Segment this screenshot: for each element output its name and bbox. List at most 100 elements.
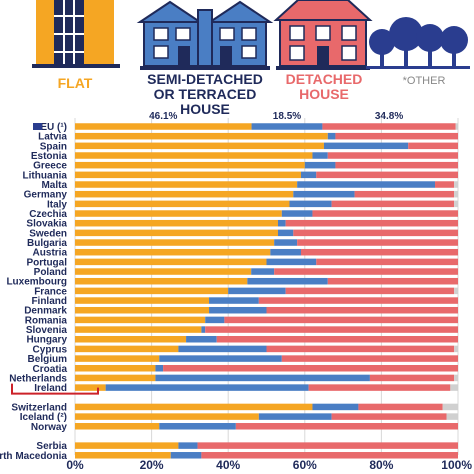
bar-segment-other xyxy=(454,345,458,353)
bar-segment-other xyxy=(454,374,458,382)
eu-value-label: 34.8% xyxy=(375,111,403,122)
bar-segment-semi xyxy=(201,326,206,333)
category-label: Poland xyxy=(34,267,67,278)
bar-segment-semi xyxy=(228,287,286,295)
bar-segment-semi xyxy=(251,123,323,130)
trees-icon xyxy=(366,17,470,69)
apartment-building-icon xyxy=(32,0,120,68)
bar-segment-flat xyxy=(75,423,160,430)
bar-segment-other xyxy=(454,190,458,198)
legend-label-other: *OTHER xyxy=(394,74,454,89)
bar-segment-semi xyxy=(277,219,286,227)
category-label: Finland xyxy=(31,296,67,307)
eu-value-label: 18.5% xyxy=(273,111,301,122)
bar-segment-flat xyxy=(75,365,156,372)
bar-segment-semi xyxy=(300,171,317,179)
legend-label-flat: FLAT xyxy=(40,76,110,91)
x-tick-label: 0% xyxy=(66,458,84,472)
bar-segment-flat xyxy=(75,316,206,324)
bar-segment-semi xyxy=(159,355,282,362)
bar-segment-detached xyxy=(201,452,458,459)
bar-segment-detached xyxy=(331,413,447,420)
bar-segment-flat xyxy=(75,210,282,217)
bar-segment-flat xyxy=(75,452,171,459)
bar-segment-other xyxy=(454,200,458,208)
category-label: Lithuania xyxy=(23,170,68,181)
category-label: Luxembourg xyxy=(6,277,67,288)
bar-segment-detached xyxy=(327,152,458,159)
bar-segment-detached xyxy=(358,403,443,411)
bar-segment-semi xyxy=(178,345,267,353)
bar-segment-semi xyxy=(293,190,355,198)
bar-segment-detached xyxy=(281,355,458,362)
category-label: Slovenia xyxy=(26,325,68,336)
bar-segment-flat xyxy=(75,142,324,150)
semi-detached-house-icon xyxy=(136,0,274,70)
bar-segment-flat xyxy=(75,287,229,295)
bar-segment-semi xyxy=(170,452,202,459)
bar-segment-semi xyxy=(209,297,259,304)
bar-segment-flat xyxy=(75,413,259,420)
bar-segment-semi xyxy=(277,229,294,237)
bar-segment-semi xyxy=(105,384,309,391)
bar-segment-flat xyxy=(75,374,156,382)
bar-segment-flat xyxy=(75,219,278,227)
bar-segment-detached xyxy=(266,345,455,353)
category-label: Portugal xyxy=(26,257,67,268)
bar-segment-detached xyxy=(308,384,451,391)
bar-segment-other xyxy=(446,413,458,420)
bar-segment-detached xyxy=(354,190,455,198)
category-label: Spain xyxy=(40,141,67,152)
bar-segment-semi xyxy=(297,181,436,188)
bar-segment-flat xyxy=(75,152,313,159)
legend-label-semi-line1: SEMI-DETACHED xyxy=(147,71,263,87)
bar-segment-semi xyxy=(247,277,328,285)
legend-illustration xyxy=(32,0,470,70)
bar-segment-semi xyxy=(251,268,275,275)
legend-label-semi-line2: OR TERRACED HOUSE xyxy=(153,86,257,117)
bar-segment-flat xyxy=(75,200,290,208)
bar-segment-detached xyxy=(197,442,458,449)
bar-segment-flat xyxy=(75,123,252,130)
bar-segment-flat xyxy=(75,268,252,275)
x-tick-label: 100% xyxy=(441,458,472,472)
bar-segment-semi xyxy=(155,374,370,382)
bar-segment-semi xyxy=(270,248,301,256)
bar-segment-semi xyxy=(209,306,267,314)
bar-segment-detached xyxy=(205,326,458,333)
category-label: North Macedonia xyxy=(0,451,67,462)
bar-segment-detached xyxy=(285,287,455,295)
bar-segment-semi xyxy=(205,316,225,324)
bar-segment-detached xyxy=(224,316,458,324)
bar-segment-detached xyxy=(235,423,458,430)
eu-value-label: 46.1% xyxy=(149,111,177,122)
bar-segment-flat xyxy=(75,132,328,140)
category-label: Sweden xyxy=(29,228,67,239)
bar-segment-detached xyxy=(322,123,456,130)
category-label: Norway xyxy=(31,422,68,433)
category-label: Greece xyxy=(33,161,67,172)
category-label: Ireland xyxy=(34,383,67,394)
category-label: Netherlands xyxy=(9,373,67,384)
category-label: Serbia xyxy=(36,441,67,452)
category-label: France xyxy=(34,286,67,297)
detached-house-icon xyxy=(273,0,373,70)
legend-label-detached-line1: DETACHED xyxy=(285,71,363,87)
category-label: Switzerland xyxy=(11,402,67,413)
legend-header: FLAT SEMI-DETACHED OR TERRACED HOUSE DET… xyxy=(0,0,474,118)
category-label: Austria xyxy=(33,248,68,259)
bar-segment-detached xyxy=(297,239,458,246)
bar-segment-flat xyxy=(75,181,298,188)
bar-segment-flat xyxy=(75,403,313,411)
legend-label-detached: DETACHED HOUSE xyxy=(282,72,366,102)
bar-segment-detached xyxy=(408,142,458,150)
category-label: Croatia xyxy=(33,364,68,375)
bar-segment-other xyxy=(455,123,458,130)
category-label: Malta xyxy=(41,180,67,191)
bar-segment-semi xyxy=(266,258,317,266)
bar-segment-flat xyxy=(75,248,271,256)
bar-segment-detached xyxy=(266,306,458,314)
bar-segment-detached xyxy=(327,277,458,285)
bar-segment-flat xyxy=(75,239,275,246)
